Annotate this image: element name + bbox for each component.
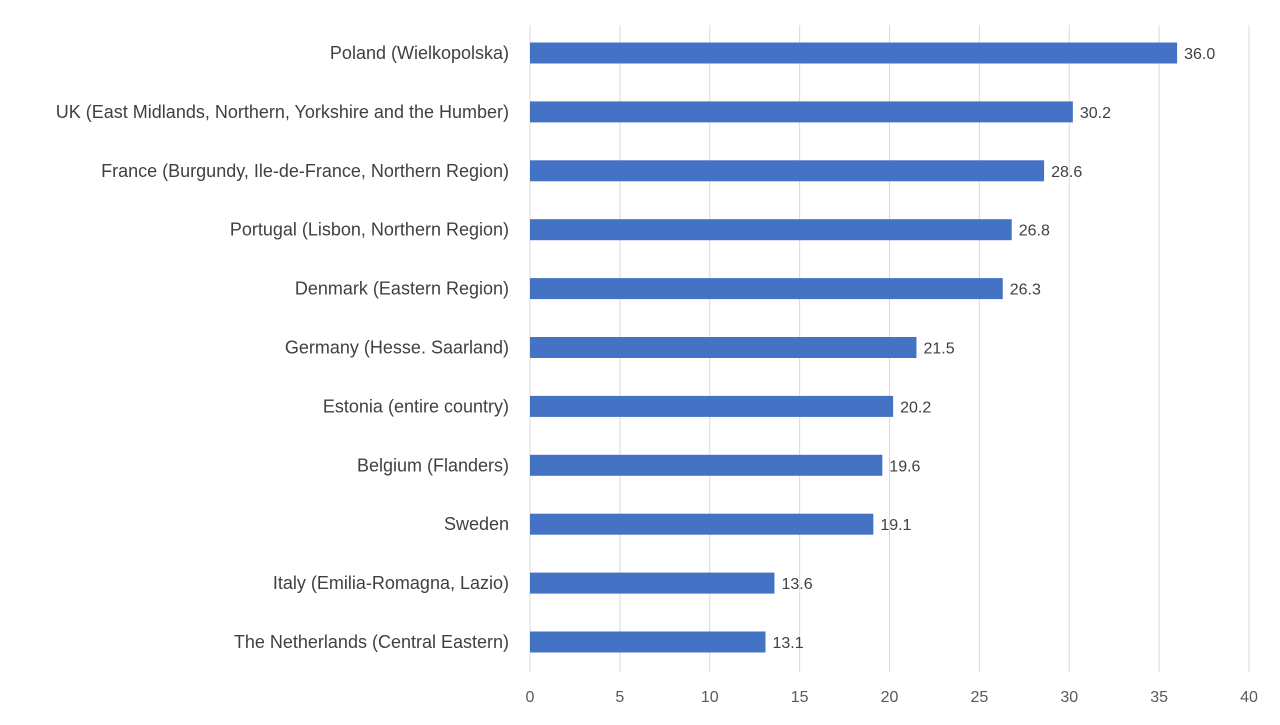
data-label: 19.6 <box>889 458 920 475</box>
category-label: The Netherlands (Central Eastern) <box>234 632 509 652</box>
category-labels: Poland (Wielkopolska) UK (East Midlands, … <box>56 43 509 652</box>
data-label: 28.6 <box>1051 164 1082 181</box>
data-label: 13.6 <box>781 576 812 593</box>
bar <box>530 42 1178 64</box>
data-label: 21.5 <box>923 341 954 358</box>
category-label: Belgium (Flanders) <box>357 455 509 475</box>
bar <box>530 337 917 358</box>
category-label: Germany (Hesse. Saarland) <box>285 338 509 358</box>
bar <box>530 395 894 417</box>
category-label: Estonia (entire country) <box>323 396 509 416</box>
x-tick-label: 20 <box>881 689 899 706</box>
x-tick-label: 30 <box>1060 689 1078 706</box>
category-label: Italy (Emilia-Romagna, Lazio) <box>273 573 509 593</box>
bar <box>530 278 1003 300</box>
category-label: France (Burgundy, Ile-de-France, Norther… <box>101 161 509 181</box>
bar <box>530 513 874 535</box>
x-tick-label: 15 <box>791 689 809 706</box>
x-tick-label: 10 <box>701 689 719 706</box>
category-label: Denmark (Eastern Region) <box>295 279 509 299</box>
x-tick-label: 35 <box>1150 689 1168 706</box>
bar <box>530 219 1012 241</box>
bar <box>530 572 775 594</box>
bar <box>530 454 883 476</box>
data-label: 13.1 <box>772 635 803 652</box>
data-label: 26.8 <box>1019 223 1050 240</box>
bar <box>530 101 1073 123</box>
data-label: 20.2 <box>900 399 931 416</box>
category-label: UK (East Midlands, Northern, Yorkshire a… <box>56 102 509 122</box>
bar <box>530 631 766 653</box>
bar <box>530 160 1045 182</box>
x-tick-label: 5 <box>615 689 624 706</box>
x-tick-label: 40 <box>1240 689 1258 706</box>
x-tick-label: 25 <box>970 689 988 706</box>
data-label: 36.0 <box>1184 46 1215 63</box>
category-label: Portugal (Lisbon, Northern Region) <box>230 220 509 240</box>
value-labels: 36.0 30.2 28.6 26.8 26.3 21.5 20.2 19.6 19.1 13.6… <box>772 46 1215 652</box>
x-axis-tick-labels: 0 5 10 15 20 25 30 35 40 <box>526 689 1258 706</box>
data-label: 19.1 <box>880 517 911 534</box>
category-label: Sweden <box>444 514 509 534</box>
category-label: Poland (Wielkopolska) <box>330 43 509 63</box>
data-label: 26.3 <box>1010 282 1041 299</box>
x-tick-label: 0 <box>526 689 535 706</box>
bars <box>530 42 1178 653</box>
data-label: 30.2 <box>1080 105 1111 122</box>
